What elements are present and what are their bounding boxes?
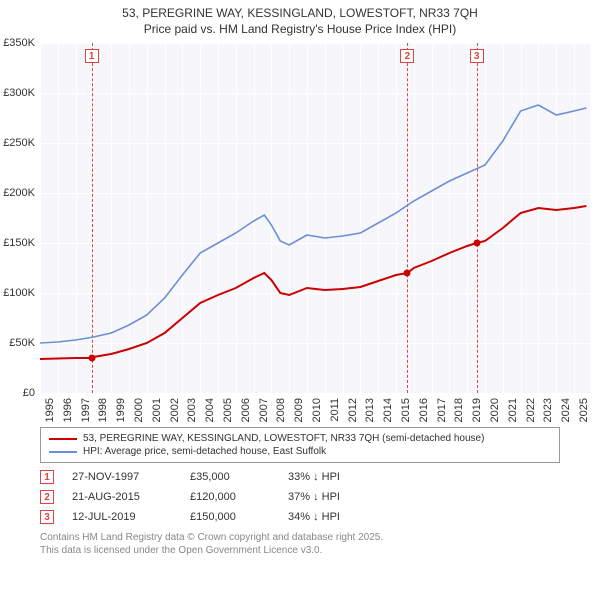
x-axis-label: 2004: [204, 398, 216, 422]
x-axis-label: 2013: [364, 398, 376, 422]
event-table-row: 1 27-NOV-1997 £35,000 33% ↓ HPI: [40, 467, 560, 487]
x-axis-label: 2007: [258, 398, 270, 422]
x-axis-label: 2022: [525, 398, 537, 422]
legend-swatch: [49, 438, 77, 440]
x-axis-label: 1999: [115, 398, 127, 422]
y-axis-label: £50K: [9, 337, 35, 349]
footer-line1: Contains HM Land Registry data © Crown c…: [40, 531, 560, 544]
x-axis-label: 1995: [44, 398, 56, 422]
event-table-price: £150,000: [190, 511, 270, 523]
x-axis-label: 2010: [311, 398, 323, 422]
x-axis-label: 2001: [151, 398, 163, 422]
chart-title-line2: Price paid vs. HM Land Registry's House …: [0, 22, 600, 38]
x-axis-label: 1997: [80, 398, 92, 422]
legend-label: HPI: Average price, semi-detached house,…: [83, 446, 326, 457]
y-axis-label: £100K: [3, 287, 35, 299]
y-axis-label: £300K: [3, 87, 35, 99]
x-axis-label: 2016: [418, 398, 430, 422]
event-table-pct: 37% ↓ HPI: [288, 491, 378, 503]
x-axis-label: 1996: [62, 398, 74, 422]
series-line-hpi: [40, 105, 586, 343]
legend-label: 53, PEREGRINE WAY, KESSINGLAND, LOWESTOF…: [83, 433, 484, 444]
event-table-price: £35,000: [190, 471, 270, 483]
x-axis-label: 2020: [489, 398, 501, 422]
y-axis-label: £250K: [3, 137, 35, 149]
y-axis-label: £200K: [3, 187, 35, 199]
y-axis-label: £0: [23, 387, 35, 399]
x-axis-label: 1998: [97, 398, 109, 422]
event-table-row: 3 12-JUL-2019 £150,000 34% ↓ HPI: [40, 507, 560, 527]
gridline-horizontal: [40, 393, 590, 394]
x-axis-label: 2024: [560, 398, 572, 422]
footer-line2: This data is licensed under the Open Gov…: [40, 544, 560, 557]
event-table-date: 12-JUL-2019: [72, 511, 172, 523]
x-axis-label: 2023: [542, 398, 554, 422]
x-axis-label: 2015: [400, 398, 412, 422]
event-table-price: £120,000: [190, 491, 270, 503]
footer-attribution: Contains HM Land Registry data © Crown c…: [40, 531, 560, 557]
legend-row: 53, PEREGRINE WAY, KESSINGLAND, LOWESTOF…: [49, 432, 551, 445]
legend-swatch: [49, 451, 77, 453]
chart-area: 123 £0£50K£100K£150K£200K£250K£300K£350K…: [40, 43, 590, 421]
x-axis-label: 2018: [453, 398, 465, 422]
x-axis-label: 2005: [222, 398, 234, 422]
x-axis-label: 2014: [382, 398, 394, 422]
x-axis-label: 2000: [133, 398, 145, 422]
chart-svg: [40, 43, 590, 393]
x-axis-label: 2006: [240, 398, 252, 422]
event-table-date: 27-NOV-1997: [72, 471, 172, 483]
event-table-row: 2 21-AUG-2015 £120,000 37% ↓ HPI: [40, 487, 560, 507]
x-axis-label: 2019: [471, 398, 483, 422]
events-table: 1 27-NOV-1997 £35,000 33% ↓ HPI 2 21-AUG-2015…: [40, 467, 560, 527]
event-table-marker: 3: [40, 510, 54, 524]
x-axis-label: 2009: [293, 398, 305, 422]
x-axis-label: 2008: [275, 398, 287, 422]
y-axis-label: £350K: [3, 37, 35, 49]
legend-row: HPI: Average price, semi-detached house,…: [49, 445, 551, 458]
y-axis-label: £150K: [3, 237, 35, 249]
chart-title-line1: 53, PEREGRINE WAY, KESSINGLAND, LOWESTOF…: [0, 0, 600, 22]
event-table-marker: 2: [40, 490, 54, 504]
event-table-pct: 34% ↓ HPI: [288, 511, 378, 523]
x-axis-label: 2011: [329, 398, 341, 422]
series-line-price_paid: [40, 206, 586, 359]
x-axis-label: 2017: [436, 398, 448, 422]
x-axis-label: 2012: [347, 398, 359, 422]
event-table-date: 21-AUG-2015: [72, 491, 172, 503]
legend-box: 53, PEREGRINE WAY, KESSINGLAND, LOWESTOF…: [40, 427, 560, 463]
x-axis-label: 2003: [186, 398, 198, 422]
x-axis-label: 2021: [507, 398, 519, 422]
event-table-pct: 33% ↓ HPI: [288, 471, 378, 483]
x-axis-label: 2002: [169, 398, 181, 422]
event-table-marker: 1: [40, 470, 54, 484]
x-axis-label: 2025: [578, 398, 590, 422]
